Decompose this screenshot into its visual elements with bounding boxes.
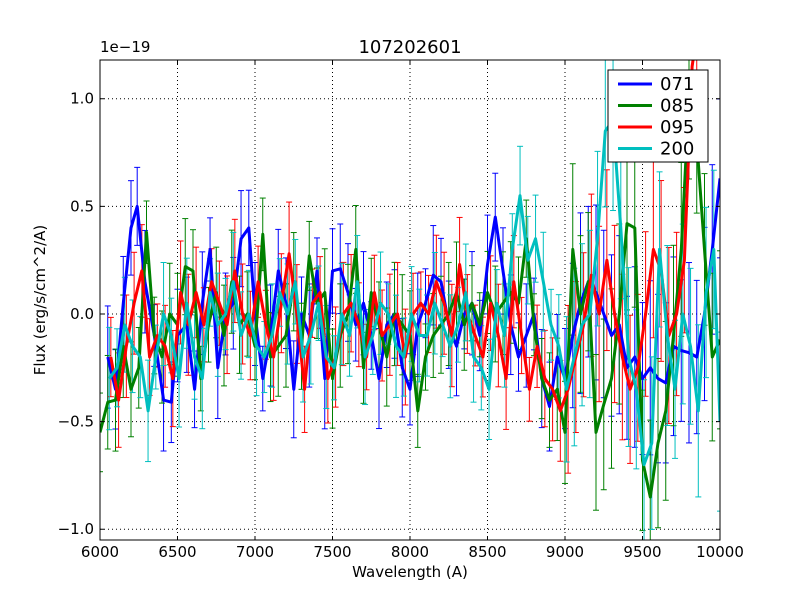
series-lines xyxy=(100,60,720,499)
x-tick-label: 8000 xyxy=(391,543,429,561)
y-offset-text: 1e−19 xyxy=(100,38,150,56)
x-axis-label: Wavelength (A) xyxy=(352,563,468,581)
x-tick-label: 8500 xyxy=(468,543,506,561)
tick-labels: 6000 6500 7000 7500 8000 8500 9000 9500 10000 −1.… xyxy=(58,90,744,561)
y-tick-label: 0.0 xyxy=(70,305,94,323)
x-tick-label: 9500 xyxy=(623,543,661,561)
x-tick-label: 9000 xyxy=(546,543,584,561)
y-axis-label: Flux (erg/s/cm^2/A) xyxy=(31,225,49,376)
x-tick-label: 10000 xyxy=(696,543,744,561)
series-line-200 xyxy=(108,118,720,467)
legend-label-085: 085 xyxy=(660,96,694,117)
legend-label-095: 095 xyxy=(660,117,694,138)
y-tick-label: −1.0 xyxy=(58,520,94,538)
y-tick-label: −0.5 xyxy=(58,413,94,431)
x-tick-label: 7000 xyxy=(236,543,274,561)
x-tick-label: 6500 xyxy=(158,543,196,561)
x-tick-label: 7500 xyxy=(313,543,351,561)
chart-title: 107202601 xyxy=(358,37,461,58)
axis-ticks xyxy=(99,60,721,540)
legend-label-200: 200 xyxy=(660,139,694,160)
x-tick-label: 6000 xyxy=(81,543,119,561)
y-tick-label: 1.0 xyxy=(70,90,94,108)
y-tick-label: 0.5 xyxy=(70,197,94,215)
legend-label-071: 071 xyxy=(660,74,694,95)
